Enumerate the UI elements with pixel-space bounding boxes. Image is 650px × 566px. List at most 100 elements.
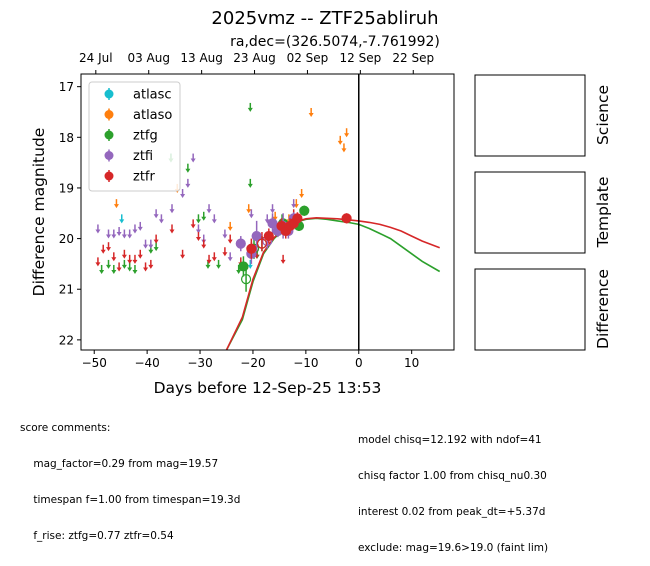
upper-limit-marker [143,239,149,249]
upper-limit-arrow [236,269,242,274]
upper-limit-arrow [95,229,101,234]
model-comment-line: interest 0.02 from peak_dt=+5.37d [358,506,546,518]
upper-limit-marker [116,262,122,272]
upper-limit-marker [272,211,278,221]
detection-marker [267,213,278,234]
upper-limit-arrow [247,264,253,269]
upper-limit-arrow [132,229,138,234]
x-tick-label: −40 [134,356,159,370]
upper-limit-arrow [99,269,105,274]
upper-limit-arrow [127,234,133,239]
detection-marker [240,266,252,292]
y-tick-label: 17 [59,80,74,94]
x-tick-label: −30 [187,356,212,370]
upper-limit-marker [211,252,217,262]
upper-limit-marker [227,252,233,262]
detection-marker [341,213,352,224]
image-panel-label: Difference [594,269,612,349]
upper-limit-arrow [247,107,253,112]
y-tick-label: 20 [59,232,74,246]
upper-limit-marker [121,229,127,239]
x-axis-label: Days before 12-Sep-25 13:53 [154,379,382,397]
upper-limit-marker [185,178,191,188]
score-comments: score comments: mag_factor=0.29 from mag… [20,398,240,554]
upper-limit-marker [100,244,106,254]
detection-point [246,243,257,254]
upper-limit-marker [222,247,228,257]
upper-limit-marker [127,229,133,239]
detection-point [251,230,262,242]
upper-limit-arrow [106,264,112,269]
upper-limit-arrow [206,259,212,264]
image-panel-label: Template [594,177,612,249]
upper-limit-marker [169,204,175,214]
y-tick-label: 22 [59,333,74,347]
upper-limit-arrow [201,244,207,249]
upper-limit-arrow [211,219,217,224]
detection-point [235,238,246,249]
upper-limit-arrow [132,259,138,264]
detection-marker [299,205,310,216]
upper-limit-arrow [153,214,159,219]
upper-limit-arrow [132,269,138,274]
upper-limit-marker [270,204,276,214]
upper-limit-marker [247,178,253,188]
upper-limit-arrow [206,209,212,214]
upper-limit-arrow [190,224,196,229]
upper-limit-marker [111,229,117,239]
upper-limit-marker [247,259,253,269]
score-comment-line: mag_factor=0.29 from mag=19.57 [20,458,219,470]
upper-limit-marker [201,239,207,249]
score-comment-line: f_rise: ztfg=0.77 ztfr=0.54 [20,530,174,542]
upper-limit-marker [99,264,105,274]
upper-limit-marker [158,214,164,224]
score-comment-line: timespan f=1.00 from timespan=19.3d [20,494,241,506]
upper-limit-marker [299,189,305,199]
y-tick-label: 19 [59,181,74,195]
upper-limit-arrow [121,234,127,239]
legend-marker [104,130,114,140]
model-comment-line: exclude: mag=19.6>19.0 (faint lim) [358,542,549,554]
x-tick-label: −20 [240,356,265,370]
upper-limit-arrow [248,214,254,219]
upper-limit-marker [111,252,117,262]
light-curve-chart: −50 −40 −30 −20 −10 0 10 17 18 19 20 21 22 24 Jul 03 A… [30,51,612,397]
x-tick-label: 10 [404,356,419,370]
upper-limit-arrow [158,219,164,224]
upper-limit-marker [106,229,112,239]
upper-limit-marker [148,239,154,249]
detection-point [299,205,310,216]
upper-limit-arrow [116,231,122,236]
upper-limit-arrow [153,239,159,244]
upper-limit-arrow [100,249,106,254]
image-panel-science [474,74,586,157]
detection-marker [292,212,303,225]
upper-limit-marker [180,249,186,259]
upper-limit-arrow [127,259,133,264]
detection-point [267,218,278,229]
upper-limit-marker [211,214,217,224]
image-panel-template [474,171,586,254]
upper-limit-marker [121,249,127,259]
upper-limit-arrow [337,140,343,145]
chart-title: 2025vmz -- ZTF25abliruh [211,8,439,29]
upper-limit-marker [153,209,159,219]
y-axis-label: Difference magnitude [30,128,48,297]
upper-limit-arrow [180,254,186,259]
upper-limit-arrow [195,219,201,224]
upper-limit-arrow [111,257,117,262]
upper-limit-marker [190,219,196,229]
upper-limit-marker [111,264,117,274]
upper-limit-marker [308,107,314,117]
upper-limit-arrow [113,204,119,209]
legend-marker [104,89,114,99]
upper-limit-marker [169,224,175,234]
upper-limit-arrow [222,234,228,239]
upper-limit-marker [195,232,201,242]
detection-marker [235,236,246,252]
upper-limit-marker [185,163,191,173]
top-tick-label: 03 Aug [127,51,170,65]
legend-marker [104,151,114,160]
model-comment-line: model chisq=12.192 with ndof=41 [358,434,542,446]
upper-limit-arrow [272,216,278,221]
